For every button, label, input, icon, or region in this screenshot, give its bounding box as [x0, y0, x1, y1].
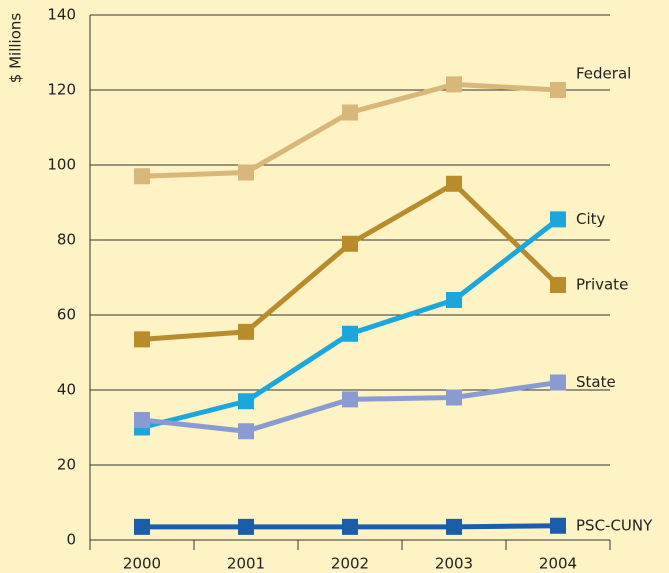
point-marker	[342, 391, 358, 408]
x-tick-label: 2001	[227, 555, 265, 573]
point-marker	[238, 423, 254, 440]
point-marker	[238, 323, 254, 340]
x-tick-label: 2002	[331, 555, 369, 573]
point-marker	[342, 518, 358, 535]
point-marker	[550, 82, 566, 98]
y-tick-label: 100	[47, 156, 76, 174]
point-marker	[134, 412, 150, 428]
series-line	[141, 81, 559, 179]
x-tick-label: 2003	[435, 555, 473, 573]
point-marker	[550, 374, 566, 391]
point-marker	[446, 292, 462, 308]
point-marker	[134, 331, 150, 348]
point-marker	[238, 164, 254, 181]
series-label: City	[576, 210, 606, 228]
y-tick-label: 0	[66, 531, 76, 549]
x-tick-label: 2000	[123, 555, 161, 573]
point-marker	[342, 235, 358, 252]
y-tick-label: 120	[47, 81, 76, 99]
point-marker	[550, 517, 566, 534]
series-line	[141, 181, 560, 342]
point-marker	[446, 518, 462, 535]
point-marker	[134, 168, 150, 185]
series-label: State	[576, 373, 616, 391]
point-marker	[134, 518, 150, 535]
series-label: PSC-CUNY	[576, 516, 653, 534]
point-marker	[550, 277, 566, 293]
point-marker	[550, 211, 566, 228]
point-marker	[446, 76, 462, 93]
series-label: Private	[576, 276, 628, 294]
y-tick-label: 40	[57, 381, 76, 399]
point-marker	[446, 389, 462, 406]
point-marker	[238, 393, 254, 410]
y-tick-label: 80	[57, 231, 76, 249]
y-axis-label: $ Millions	[7, 13, 25, 84]
series-label: Federal	[576, 65, 631, 83]
y-tick-label: 60	[57, 306, 76, 324]
point-marker	[238, 518, 254, 535]
point-marker	[342, 325, 358, 342]
point-marker	[446, 175, 462, 192]
y-tick-label: 140	[47, 6, 76, 24]
point-marker	[342, 104, 358, 121]
x-tick-label: 2004	[539, 555, 577, 573]
y-tick-label: 20	[57, 456, 76, 474]
